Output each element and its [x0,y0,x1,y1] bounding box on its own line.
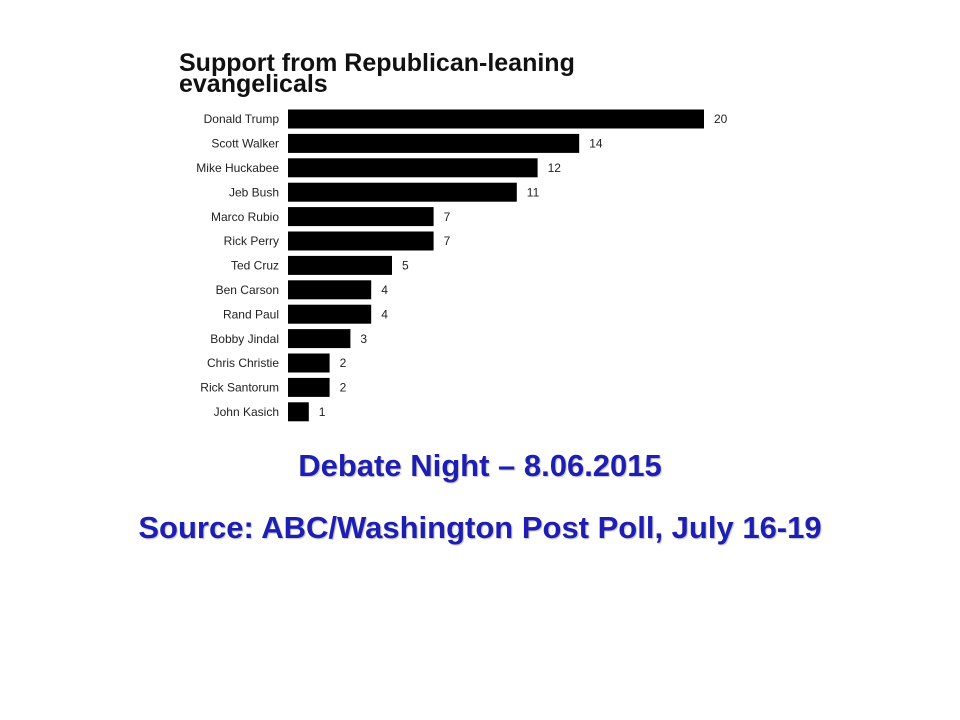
bar [288,280,372,300]
value-label: 4 [381,307,388,321]
bar [288,377,330,397]
bar [288,329,351,349]
value-label: 2 [340,381,347,395]
value-label: 7 [444,210,451,224]
bar [288,207,434,227]
category-label: Ted Cruz [231,259,279,273]
bar [288,255,392,275]
category-label: Mike Huckabee [196,161,279,175]
category-label: Rick Santorum [200,381,279,395]
category-label: Jeb Bush [229,185,279,199]
bar [288,158,538,178]
value-label: 4 [381,283,388,297]
annotation: Debate Night – 8.06.2015 [298,448,662,483]
category-label: John Kasich [214,405,279,419]
chart-title: Support from Republican-leaning evangeli… [179,49,575,98]
category-label: Scott Walker [211,137,279,151]
value-label: 14 [589,137,603,151]
value-label: 2 [340,356,347,370]
annotation: Source: ABC/Washington Post Poll, July 1… [138,510,822,545]
bar [288,109,704,129]
value-label: 12 [548,161,562,175]
bar [288,133,580,153]
category-label: Rand Paul [223,307,279,321]
bar [288,402,309,422]
bar [288,182,517,202]
category-label: Rick Perry [224,234,279,248]
category-label: Donald Trump [204,112,280,126]
bar [288,353,330,373]
value-label: 7 [444,234,451,248]
category-label: Chris Christie [207,356,279,370]
bar [288,304,372,324]
value-label: 3 [360,332,367,346]
category-label: Marco Rubio [211,210,279,224]
value-label: 1 [319,405,326,419]
bar [288,231,434,251]
value-label: 20 [714,112,728,126]
value-label: 5 [402,259,409,273]
category-label: Bobby Jindal [210,332,279,346]
category-label: Ben Carson [216,283,279,297]
value-label: 11 [527,185,540,199]
